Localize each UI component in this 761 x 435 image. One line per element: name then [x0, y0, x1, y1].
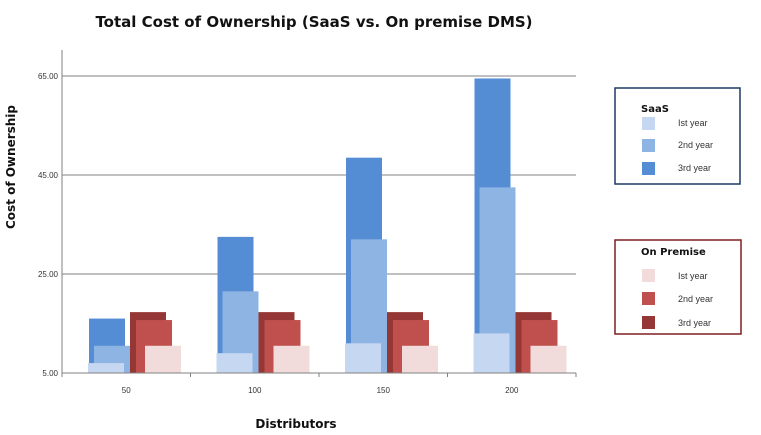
x-tick-label: 200 — [505, 386, 519, 395]
bar-onpremise-1-cat-150 — [402, 345, 438, 373]
legend-onpremise-label-1: Ist year — [678, 271, 708, 281]
legend-saas-swatch-3 — [642, 162, 655, 175]
y-tick-label: 5.00 — [42, 369, 58, 378]
legend-onpremise-label-3: 3rd year — [678, 318, 711, 328]
legend-onpremise-swatch-3 — [642, 316, 655, 329]
legend-saas-swatch-2 — [642, 139, 655, 152]
chart-title: Total Cost of Ownership (SaaS vs. On pre… — [95, 13, 532, 31]
x-tick-label: 50 — [122, 386, 131, 395]
legend-onpremise-title: On Premise — [641, 247, 706, 258]
axes: 5.00 25.00 45.00 65.00 50 100 150 200 — [38, 50, 577, 395]
legend-saas-label-2: 2nd year — [678, 140, 713, 150]
x-tick-label: 150 — [377, 386, 391, 395]
bars — [88, 78, 567, 373]
legend-onpremise-swatch-2 — [642, 292, 655, 305]
bar-saas-1-cat-150 — [345, 343, 381, 373]
y-tick-label: 65.00 — [38, 72, 59, 81]
x-tick-label: 100 — [248, 386, 262, 395]
bar-saas-1-cat-200 — [473, 333, 510, 373]
bar-saas-1-cat-100 — [216, 353, 253, 373]
legend-saas: SaaS Ist year 2nd year 3rd year — [614, 87, 741, 185]
legend-saas-swatch-1 — [642, 117, 655, 130]
bar-saas-1-cat-50 — [88, 363, 124, 373]
y-tick-label: 45.00 — [38, 171, 59, 180]
bar-onpremise-1-cat-100 — [273, 345, 310, 373]
legend-saas-label-1: Ist year — [678, 118, 708, 128]
x-axis-title: Distributors — [255, 417, 336, 431]
bar-onpremise-1-cat-50 — [145, 345, 181, 373]
y-tick-label: 25.00 — [38, 270, 59, 279]
legend-saas-title: SaaS — [641, 104, 669, 115]
legend-onpremise-label-2: 2nd year — [678, 294, 713, 304]
legend-saas-frame — [614, 87, 741, 185]
legend-saas-label-3: 3rd year — [678, 163, 711, 173]
y-axis-title: Cost of Ownership — [4, 105, 18, 229]
legend-onpremise-frame — [614, 239, 742, 335]
legend-onpremise: On Premise Ist year 2nd year 3rd year — [614, 239, 742, 335]
bar-onpremise-1-cat-200 — [530, 345, 567, 373]
legend-onpremise-swatch-1 — [642, 269, 655, 282]
